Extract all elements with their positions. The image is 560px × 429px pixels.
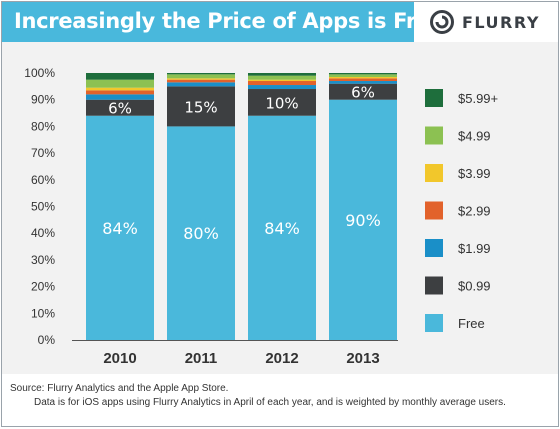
legend-swatch: [425, 126, 443, 145]
legend-label: $3.99: [458, 166, 491, 181]
stacked-bar-chart: 0% 10% 20% 30% 40% 50% 60% 70% 80% 90% 100% 84% 6% 20…: [24, 66, 498, 367]
bar-segment: [329, 73, 397, 75]
y-tick-label: 100%: [24, 66, 55, 80]
bar-segment: [86, 79, 154, 88]
bar-segment: [167, 86, 235, 127]
bar-segment: [248, 115, 316, 340]
y-tick-label: 40%: [31, 226, 55, 240]
bar-segment: [248, 85, 316, 90]
bar-segment: [167, 78, 235, 80]
flurry-logo: FLURRY: [414, 2, 558, 42]
y-tick-label: 0%: [38, 333, 56, 347]
bar-segment: [329, 74, 397, 78]
legend-label: $1.99: [458, 241, 491, 256]
bar-segment: [86, 99, 154, 116]
legend-swatch: [425, 276, 443, 295]
y-tick-label: 60%: [31, 173, 55, 187]
logo-text: FLURRY: [462, 12, 540, 32]
x-tick-label: 2011: [185, 350, 218, 367]
legend-label: Free: [458, 316, 485, 331]
data-label: 84%: [264, 219, 300, 238]
bar-segment: [86, 87, 154, 91]
bar-segment: [248, 81, 316, 86]
legend-label: $0.99: [458, 279, 491, 294]
bar-segment: [167, 73, 235, 75]
x-tick-label: 2012: [265, 350, 298, 367]
bar-segment: [248, 75, 316, 80]
chart-title: Increasingly the Price of Apps is Free: [14, 9, 444, 33]
legend-swatch: [425, 164, 443, 182]
bar-segment: [86, 90, 154, 95]
data-label: 10%: [265, 94, 298, 112]
bar-segment: [329, 78, 397, 82]
bar-segment: [167, 74, 235, 79]
data-label: 84%: [102, 219, 138, 238]
bar-segment: [86, 94, 154, 100]
data-label: 90%: [345, 211, 381, 230]
bar-segment: [248, 79, 316, 82]
data-label: 6%: [351, 84, 375, 102]
data-label: 6%: [108, 100, 132, 118]
flurry-logo-icon: [430, 10, 454, 34]
bar-segment: [329, 77, 397, 79]
title-bar: Increasingly the Price of Apps is Free: [2, 2, 444, 42]
data-label: 80%: [183, 224, 219, 243]
bar-segment: [248, 73, 316, 76]
bar-segment: [86, 115, 154, 340]
bar-segment: [167, 79, 235, 83]
legend-swatch: [425, 239, 443, 257]
source-line: Source: Flurry Analytics and the Apple A…: [10, 383, 229, 394]
source-detail-line: Data is for iOS apps using Flurry Analyt…: [34, 397, 506, 408]
bar-segment: [167, 82, 235, 87]
y-tick-label: 90%: [31, 93, 55, 107]
y-tick-label: 70%: [31, 146, 55, 160]
bar-segment: [167, 126, 235, 341]
bar-segment: [329, 83, 397, 100]
y-tick-label: 50%: [31, 200, 55, 214]
source-note: Source: Flurry Analytics and the Apple A…: [10, 382, 506, 410]
y-tick-label: 20%: [31, 280, 55, 294]
legend-label: $4.99: [458, 129, 491, 144]
legend-label: $5.99+: [458, 91, 498, 106]
bar-segment: [329, 81, 397, 84]
data-label: 15%: [184, 98, 217, 116]
x-tick-label: 2010: [103, 350, 136, 367]
y-tick-label: 10%: [31, 306, 55, 320]
x-tick-label: 2013: [346, 350, 379, 367]
legend-label: $2.99: [458, 204, 491, 219]
legend-swatch: [425, 89, 443, 107]
legend-swatch: [425, 314, 443, 332]
y-tick-label: 30%: [31, 253, 55, 267]
legend-swatch: [425, 201, 443, 220]
bar-segment: [86, 73, 154, 80]
y-tick-label: 80%: [31, 119, 55, 133]
bar-segment: [248, 89, 316, 116]
bar-segment: [329, 99, 397, 340]
